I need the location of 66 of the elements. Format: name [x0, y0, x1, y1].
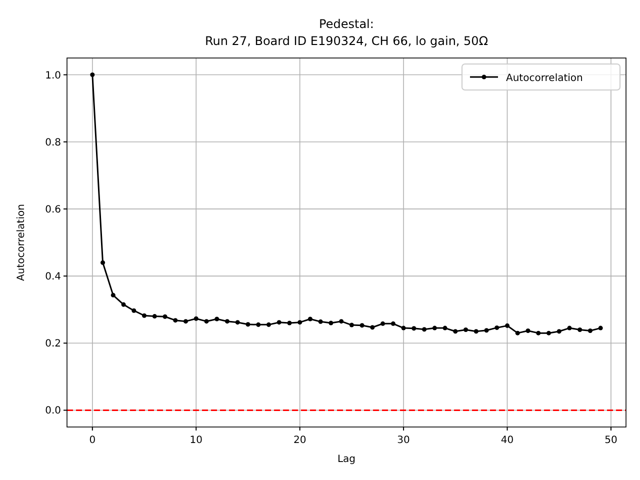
y-tick-label: 0.8: [45, 137, 61, 148]
legend-label: Autocorrelation: [506, 73, 583, 84]
chart-title: Pedestal: Run 27, Board ID E190324, CH 66, lo gain, 50Ω: [204, 17, 488, 48]
point: [598, 326, 603, 330]
point: [380, 321, 386, 326]
point: [546, 330, 551, 336]
point: [412, 326, 416, 331]
point: [266, 322, 271, 327]
point: [90, 72, 95, 78]
point: [432, 326, 437, 330]
point: [515, 330, 520, 336]
point: [214, 316, 220, 322]
point: [194, 316, 198, 321]
point: [556, 329, 562, 334]
x-axis-title: Lag: [337, 454, 356, 465]
point: [370, 325, 375, 330]
point: [339, 319, 344, 324]
point: [360, 323, 364, 328]
point: [224, 319, 230, 324]
point: [442, 326, 448, 330]
x-tick-label: 10: [190, 435, 202, 446]
point: [276, 320, 282, 325]
point: [536, 330, 541, 336]
point: [246, 322, 250, 327]
point: [349, 322, 354, 328]
point: [318, 319, 323, 324]
point: [578, 327, 582, 332]
point: [328, 320, 334, 326]
point: [390, 321, 396, 326]
point: [183, 319, 188, 324]
point: [298, 320, 302, 325]
point: [484, 328, 489, 333]
point: [474, 329, 478, 334]
point: [308, 316, 312, 322]
x-tick-label: 50: [604, 435, 618, 446]
y-tick-label: 0.6: [45, 204, 61, 216]
y-tick-label: 0.2: [45, 338, 61, 350]
point: [235, 320, 240, 325]
point: [401, 326, 406, 330]
point: [504, 323, 510, 328]
y-tick-label: 1.0: [45, 70, 61, 82]
point: [526, 328, 530, 333]
point: [162, 314, 168, 319]
point: [256, 322, 261, 327]
point: [204, 319, 209, 324]
point: [453, 329, 458, 334]
x-tick-label: 20: [293, 435, 306, 446]
point: [142, 313, 147, 318]
y-tick-label: 0.0: [45, 406, 61, 417]
point: [121, 302, 126, 307]
point: [152, 314, 157, 319]
point: [422, 327, 427, 332]
point: [494, 325, 500, 330]
x-tick-label: 0: [89, 435, 96, 446]
y-axis-title: Autocorrelation: [16, 204, 27, 281]
point: [567, 326, 572, 330]
x-tick-label: 30: [397, 435, 410, 446]
y-tick-label: 0.4: [45, 272, 61, 283]
point: [100, 260, 106, 265]
point: [173, 318, 178, 323]
point: [464, 327, 468, 332]
point: [132, 308, 136, 313]
point: [588, 328, 592, 333]
x-tick-label: 40: [500, 435, 514, 446]
point: [287, 320, 292, 326]
point: [110, 292, 116, 298]
